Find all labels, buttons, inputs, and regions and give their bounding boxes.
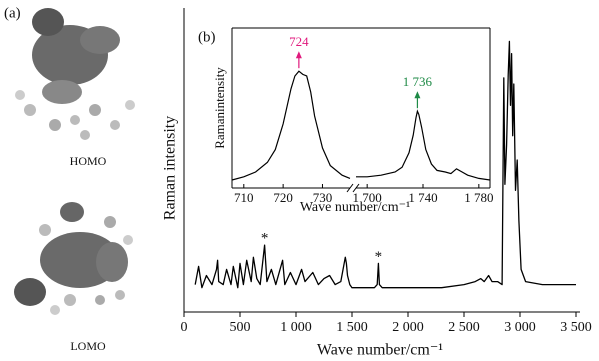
- caption: LOMO: [70, 339, 106, 353]
- peak-marker: *: [375, 249, 383, 265]
- x-tick-label: 720: [273, 190, 293, 205]
- panel-label: (b): [198, 29, 216, 45]
- x-tick-label: 3 500: [560, 320, 592, 335]
- y-axis-label: Ramanintensity: [212, 67, 227, 149]
- x-tick-label: 0: [181, 320, 188, 335]
- x-axis-label: Wave number/cm⁻¹: [300, 200, 410, 215]
- x-tick-label: 1 500: [336, 320, 368, 335]
- x-tick-label: 2 000: [392, 320, 424, 335]
- peak-marker: *: [261, 231, 269, 247]
- x-tick-label: 3 000: [504, 320, 536, 335]
- y-axis-label: Raman intensity: [162, 116, 179, 220]
- inset-frame: [232, 28, 490, 188]
- panel-label: (a): [4, 5, 21, 21]
- x-tick-label: 1 740: [408, 190, 437, 205]
- figure: (a) HOMO LOMO (b) 0 500 1 000 1 500 2 000 2 5…: [0, 0, 599, 361]
- x-tick-label: 1 780: [464, 190, 493, 205]
- peak-label: 1 736: [403, 74, 433, 89]
- x-tick-label: 710: [234, 190, 254, 205]
- x-tick-label: 500: [230, 320, 251, 335]
- x-tick-label: 2 500: [448, 320, 480, 335]
- caption: HOMO: [70, 154, 107, 168]
- peak-label: 724: [289, 34, 309, 49]
- x-axis-label: Wave number/cm⁻¹: [317, 342, 443, 359]
- x-tick-label: 1 000: [280, 320, 312, 335]
